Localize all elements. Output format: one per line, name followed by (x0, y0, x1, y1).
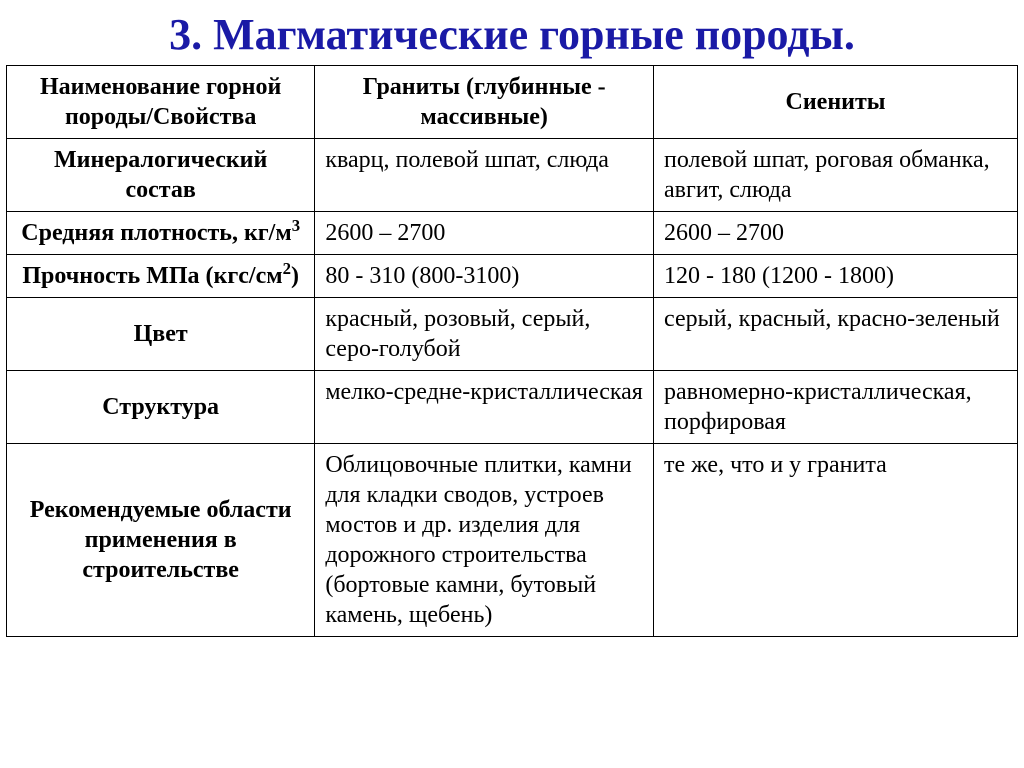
cell-granite: красный, розовый, серый, серо-голубой (315, 297, 654, 370)
col-header-granite: Граниты (глубинные - массивные) (315, 65, 654, 138)
table-row: Прочность МПа (кгс/см2) 80 - 310 (800-31… (7, 254, 1018, 297)
col-header-syenite: Сиениты (654, 65, 1018, 138)
table-row: Средняя плотность, кг/м3 2600 – 2700 260… (7, 211, 1018, 254)
table-row: Структура мелко-средне-кристаллическая р… (7, 370, 1018, 443)
table-row: Цвет красный, розовый, серый, серо-голуб… (7, 297, 1018, 370)
slide: 3. Магматические горные породы. Наименов… (0, 0, 1024, 768)
cell-syenite: те же, что и у гранита (654, 443, 1018, 636)
cell-granite: Облицовочные плитки, камни для кладки св… (315, 443, 654, 636)
table-row: Минералогический состав кварц, полевой ш… (7, 138, 1018, 211)
cell-syenite: полевой шпат, роговая обманка, авгит, сл… (654, 138, 1018, 211)
row-label: Прочность МПа (кгс/см2) (7, 254, 315, 297)
cell-granite: мелко-средне-кристаллическая (315, 370, 654, 443)
row-label: Структура (7, 370, 315, 443)
cell-granite: 2600 – 2700 (315, 211, 654, 254)
cell-syenite: 120 - 180 (1200 - 1800) (654, 254, 1018, 297)
row-label: Рекомендуемые области применения в строи… (7, 443, 315, 636)
cell-syenite: 2600 – 2700 (654, 211, 1018, 254)
cell-granite: 80 - 310 (800-3100) (315, 254, 654, 297)
rock-properties-table: Наименование горной породы/Свойства Гран… (6, 65, 1018, 637)
table-row: Рекомендуемые области применения в строи… (7, 443, 1018, 636)
cell-granite: кварц, полевой шпат, слюда (315, 138, 654, 211)
row-label: Цвет (7, 297, 315, 370)
cell-syenite: равномерно-кристаллическая, порфировая (654, 370, 1018, 443)
cell-syenite: серый, красный, красно-зеленый (654, 297, 1018, 370)
table-header-row: Наименование горной породы/Свойства Гран… (7, 65, 1018, 138)
col-header-property: Наименование горной породы/Свойства (7, 65, 315, 138)
row-label: Минералогический состав (7, 138, 315, 211)
slide-title: 3. Магматические горные породы. (6, 10, 1018, 61)
row-label: Средняя плотность, кг/м3 (7, 211, 315, 254)
